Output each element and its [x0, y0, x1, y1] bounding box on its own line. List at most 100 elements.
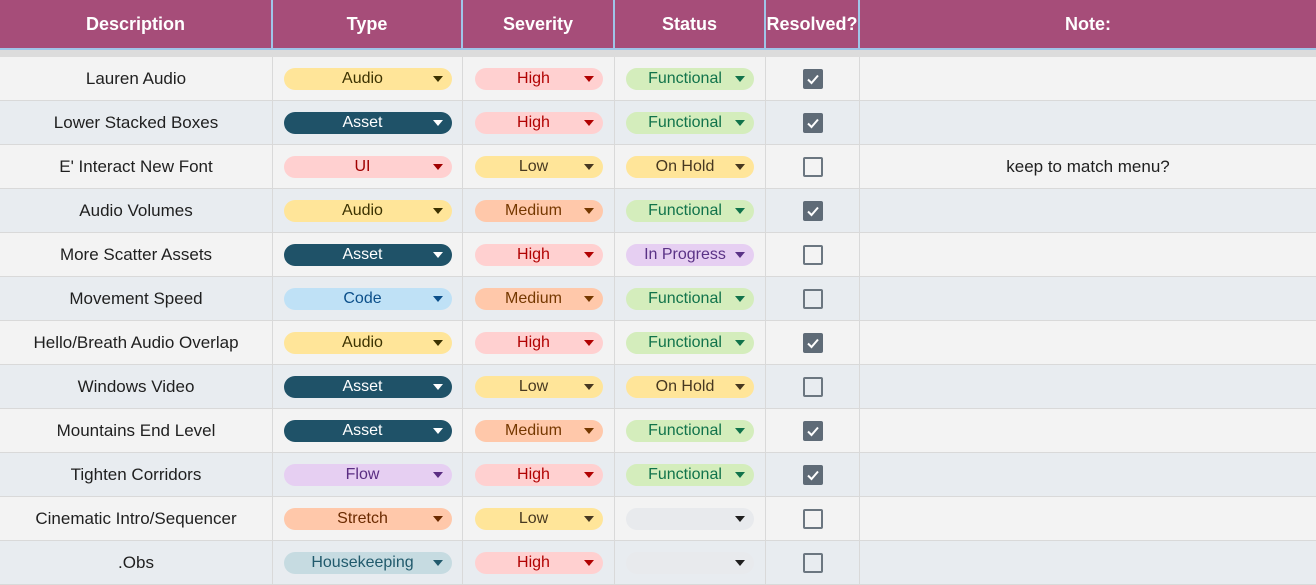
status-dropdown[interactable]: Functional: [626, 419, 754, 442]
chevron-down-icon: [583, 163, 594, 170]
resolved-checkbox[interactable]: [802, 112, 823, 133]
header-severity[interactable]: Severity: [463, 0, 615, 48]
status-cell: Functional: [615, 453, 766, 496]
description-cell[interactable]: Audio Volumes: [0, 189, 273, 232]
note-cell[interactable]: [860, 321, 1316, 364]
description-cell[interactable]: Cinematic Intro/Sequencer: [0, 497, 273, 540]
severity-dropdown[interactable]: High: [474, 463, 603, 486]
header-status[interactable]: Status: [615, 0, 766, 48]
severity-dropdown[interactable]: Low: [474, 507, 603, 530]
status-dropdown[interactable]: Functional: [626, 67, 754, 90]
type-dropdown[interactable]: Asset: [283, 243, 452, 266]
resolved-checkbox[interactable]: [802, 376, 823, 397]
type-dropdown[interactable]: Asset: [283, 419, 452, 442]
resolved-checkbox[interactable]: [802, 68, 823, 89]
description-cell[interactable]: Tighten Corridors: [0, 453, 273, 496]
type-dropdown[interactable]: UI: [283, 155, 452, 178]
status-dropdown-label: Functional: [648, 289, 722, 307]
status-dropdown[interactable]: Functional: [626, 331, 754, 354]
severity-dropdown[interactable]: High: [474, 243, 603, 266]
chevron-down-icon: [432, 427, 443, 434]
description-cell[interactable]: More Scatter Assets: [0, 233, 273, 276]
status-dropdown[interactable]: In Progress: [626, 243, 754, 266]
description-cell[interactable]: Hello/Breath Audio Overlap: [0, 321, 273, 364]
type-cell: Stretch: [273, 497, 463, 540]
status-dropdown[interactable]: On Hold: [626, 155, 754, 178]
severity-dropdown[interactable]: Medium: [474, 199, 603, 222]
type-dropdown[interactable]: Audio: [283, 199, 452, 222]
type-cell: Housekeeping: [273, 541, 463, 584]
note-cell[interactable]: [860, 189, 1316, 232]
status-dropdown[interactable]: Functional: [626, 287, 754, 310]
resolved-cell: [766, 101, 860, 144]
header-type[interactable]: Type: [273, 0, 463, 48]
type-dropdown[interactable]: Housekeeping: [283, 551, 452, 574]
status-dropdown[interactable]: Functional: [626, 111, 754, 134]
severity-dropdown[interactable]: Medium: [474, 287, 603, 310]
note-cell[interactable]: [860, 365, 1316, 408]
type-dropdown[interactable]: Asset: [283, 375, 452, 398]
description-cell[interactable]: Lauren Audio: [0, 57, 273, 100]
type-dropdown[interactable]: Audio: [283, 67, 452, 90]
severity-dropdown[interactable]: High: [474, 111, 603, 134]
header-note[interactable]: Note:: [1065, 13, 1111, 34]
description-cell[interactable]: .Obs: [0, 541, 273, 584]
chevron-down-icon: [432, 251, 443, 258]
description-cell[interactable]: Mountains End Level: [0, 409, 273, 452]
severity-dropdown-label: Medium: [505, 201, 562, 219]
note-cell[interactable]: [860, 497, 1316, 540]
chevron-down-icon: [583, 383, 594, 390]
description-cell[interactable]: Windows Video: [0, 365, 273, 408]
chevron-down-icon: [735, 383, 745, 390]
status-dropdown[interactable]: [626, 551, 754, 574]
resolved-checkbox[interactable]: [802, 420, 823, 441]
header-resolved[interactable]: Resolved?: [766, 0, 860, 48]
severity-cell: Low: [463, 497, 615, 540]
severity-dropdown[interactable]: Low: [474, 375, 603, 398]
resolved-checkbox[interactable]: [802, 200, 823, 221]
resolved-checkbox[interactable]: [802, 552, 823, 573]
resolved-checkbox[interactable]: [802, 464, 823, 485]
note-cell[interactable]: [860, 233, 1316, 276]
status-dropdown[interactable]: Functional: [626, 199, 754, 222]
note-cell[interactable]: [860, 409, 1316, 452]
type-dropdown-label: Asset: [342, 421, 383, 439]
type-dropdown[interactable]: Stretch: [283, 507, 452, 530]
chevron-down-icon: [735, 251, 745, 258]
resolved-checkbox[interactable]: [802, 156, 823, 177]
type-dropdown[interactable]: Code: [283, 287, 452, 310]
resolved-checkbox[interactable]: [802, 508, 823, 529]
note-cell[interactable]: [860, 277, 1316, 320]
note-cell[interactable]: keep to match menu?: [1006, 156, 1170, 176]
severity-dropdown[interactable]: High: [474, 331, 603, 354]
severity-dropdown[interactable]: Low: [474, 155, 603, 178]
type-dropdown[interactable]: Asset: [283, 111, 452, 134]
status-dropdown[interactable]: On Hold: [626, 375, 754, 398]
severity-dropdown[interactable]: Medium: [474, 419, 603, 442]
header-description[interactable]: Description: [0, 0, 273, 48]
table-row: Mountains End Level Asset Medium Functional: [0, 409, 1316, 453]
checkmark-icon: [806, 206, 819, 216]
type-dropdown[interactable]: Flow: [283, 463, 452, 486]
type-dropdown-label: UI: [354, 157, 371, 175]
severity-dropdown[interactable]: High: [474, 551, 603, 574]
status-dropdown-label: In Progress: [644, 245, 726, 263]
type-dropdown-label: Housekeeping: [311, 553, 414, 571]
note-cell[interactable]: [860, 453, 1316, 496]
status-dropdown[interactable]: [626, 507, 754, 530]
type-dropdown[interactable]: Audio: [283, 331, 452, 354]
note-cell[interactable]: [860, 57, 1316, 100]
status-dropdown[interactable]: Functional: [626, 463, 754, 486]
note-cell[interactable]: [860, 541, 1316, 584]
resolved-checkbox[interactable]: [802, 244, 823, 265]
severity-dropdown[interactable]: High: [474, 67, 603, 90]
chevron-down-icon: [735, 515, 745, 522]
description-cell[interactable]: Movement Speed: [0, 277, 273, 320]
note-cell[interactable]: [860, 101, 1316, 144]
chevron-down-icon: [583, 339, 594, 346]
description-cell[interactable]: Lower Stacked Boxes: [0, 101, 273, 144]
resolved-checkbox[interactable]: [802, 332, 823, 353]
description-cell[interactable]: E' Interact New Font: [0, 145, 273, 188]
resolved-checkbox[interactable]: [802, 288, 823, 309]
